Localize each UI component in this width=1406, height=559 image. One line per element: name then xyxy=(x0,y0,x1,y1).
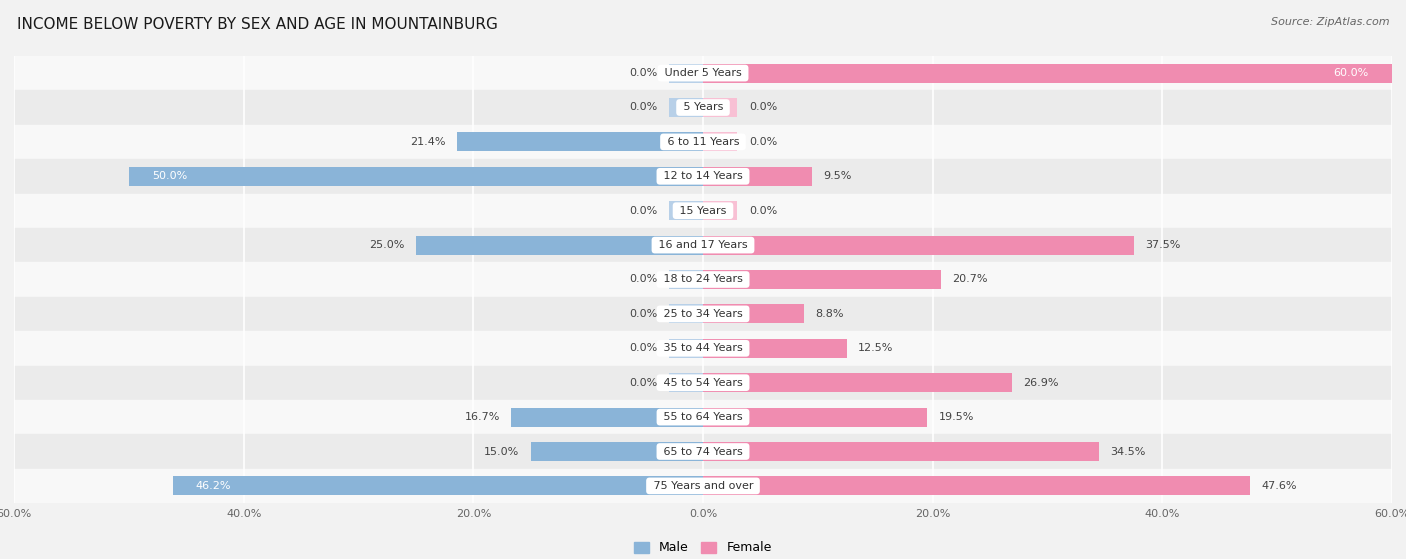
Bar xyxy=(703,270,941,289)
Bar xyxy=(669,373,703,392)
Text: 0.0%: 0.0% xyxy=(749,206,778,216)
Text: 20.7%: 20.7% xyxy=(952,274,987,285)
Text: 26.9%: 26.9% xyxy=(1024,378,1059,388)
Text: 25 to 34 Years: 25 to 34 Years xyxy=(659,309,747,319)
Bar xyxy=(703,476,1250,495)
Bar xyxy=(669,201,703,220)
Text: 75 Years and over: 75 Years and over xyxy=(650,481,756,491)
Text: 12 to 14 Years: 12 to 14 Years xyxy=(659,171,747,181)
Text: 16 and 17 Years: 16 and 17 Years xyxy=(655,240,751,250)
Bar xyxy=(14,193,1392,228)
Text: 19.5%: 19.5% xyxy=(938,412,974,422)
Bar xyxy=(416,236,703,254)
Text: 55 to 64 Years: 55 to 64 Years xyxy=(659,412,747,422)
Text: 6 to 11 Years: 6 to 11 Years xyxy=(664,137,742,147)
Bar xyxy=(14,400,1392,434)
Bar xyxy=(14,468,1392,503)
Bar xyxy=(703,64,1392,83)
Bar xyxy=(512,408,703,427)
Bar xyxy=(14,228,1392,262)
Bar xyxy=(703,236,1133,254)
Text: 5 Years: 5 Years xyxy=(679,102,727,112)
Bar xyxy=(173,476,703,495)
Text: 0.0%: 0.0% xyxy=(628,206,657,216)
Bar xyxy=(703,442,1099,461)
Bar xyxy=(14,56,1392,91)
Bar xyxy=(14,297,1392,331)
Text: 16.7%: 16.7% xyxy=(464,412,499,422)
Text: 46.2%: 46.2% xyxy=(195,481,231,491)
Text: 0.0%: 0.0% xyxy=(628,378,657,388)
Text: 50.0%: 50.0% xyxy=(152,171,187,181)
Bar xyxy=(14,331,1392,366)
Text: 25.0%: 25.0% xyxy=(370,240,405,250)
Text: 12.5%: 12.5% xyxy=(858,343,893,353)
Text: 0.0%: 0.0% xyxy=(628,343,657,353)
Bar xyxy=(669,339,703,358)
Text: 0.0%: 0.0% xyxy=(628,274,657,285)
Text: 35 to 44 Years: 35 to 44 Years xyxy=(659,343,747,353)
Text: Under 5 Years: Under 5 Years xyxy=(661,68,745,78)
Text: 45 to 54 Years: 45 to 54 Years xyxy=(659,378,747,388)
Bar xyxy=(669,64,703,83)
Bar xyxy=(669,305,703,323)
Bar xyxy=(14,159,1392,193)
Bar xyxy=(703,339,846,358)
Text: 0.0%: 0.0% xyxy=(628,68,657,78)
Bar xyxy=(703,305,804,323)
Text: 18 to 24 Years: 18 to 24 Years xyxy=(659,274,747,285)
Text: 0.0%: 0.0% xyxy=(749,102,778,112)
Text: 21.4%: 21.4% xyxy=(411,137,446,147)
Text: 34.5%: 34.5% xyxy=(1111,447,1146,457)
Legend: Male, Female: Male, Female xyxy=(630,537,776,559)
Text: 15.0%: 15.0% xyxy=(484,447,519,457)
Bar xyxy=(129,167,703,186)
Bar xyxy=(703,201,738,220)
Text: INCOME BELOW POVERTY BY SEX AND AGE IN MOUNTAINBURG: INCOME BELOW POVERTY BY SEX AND AGE IN M… xyxy=(17,17,498,32)
Text: Source: ZipAtlas.com: Source: ZipAtlas.com xyxy=(1271,17,1389,27)
Bar xyxy=(703,408,927,427)
Bar xyxy=(703,167,813,186)
Bar xyxy=(14,262,1392,297)
Text: 60.0%: 60.0% xyxy=(1334,68,1369,78)
Text: 37.5%: 37.5% xyxy=(1144,240,1181,250)
Bar xyxy=(14,434,1392,468)
Bar xyxy=(703,373,1012,392)
Text: 0.0%: 0.0% xyxy=(749,137,778,147)
Text: 9.5%: 9.5% xyxy=(824,171,852,181)
Bar xyxy=(531,442,703,461)
Bar xyxy=(669,98,703,117)
Bar xyxy=(457,132,703,151)
Text: 8.8%: 8.8% xyxy=(815,309,844,319)
Text: 15 Years: 15 Years xyxy=(676,206,730,216)
Text: 0.0%: 0.0% xyxy=(628,102,657,112)
Bar xyxy=(703,132,738,151)
Bar xyxy=(14,125,1392,159)
Bar xyxy=(703,98,738,117)
Text: 65 to 74 Years: 65 to 74 Years xyxy=(659,447,747,457)
Bar xyxy=(669,270,703,289)
Text: 0.0%: 0.0% xyxy=(628,309,657,319)
Bar xyxy=(14,366,1392,400)
Bar xyxy=(14,91,1392,125)
Text: 47.6%: 47.6% xyxy=(1261,481,1296,491)
